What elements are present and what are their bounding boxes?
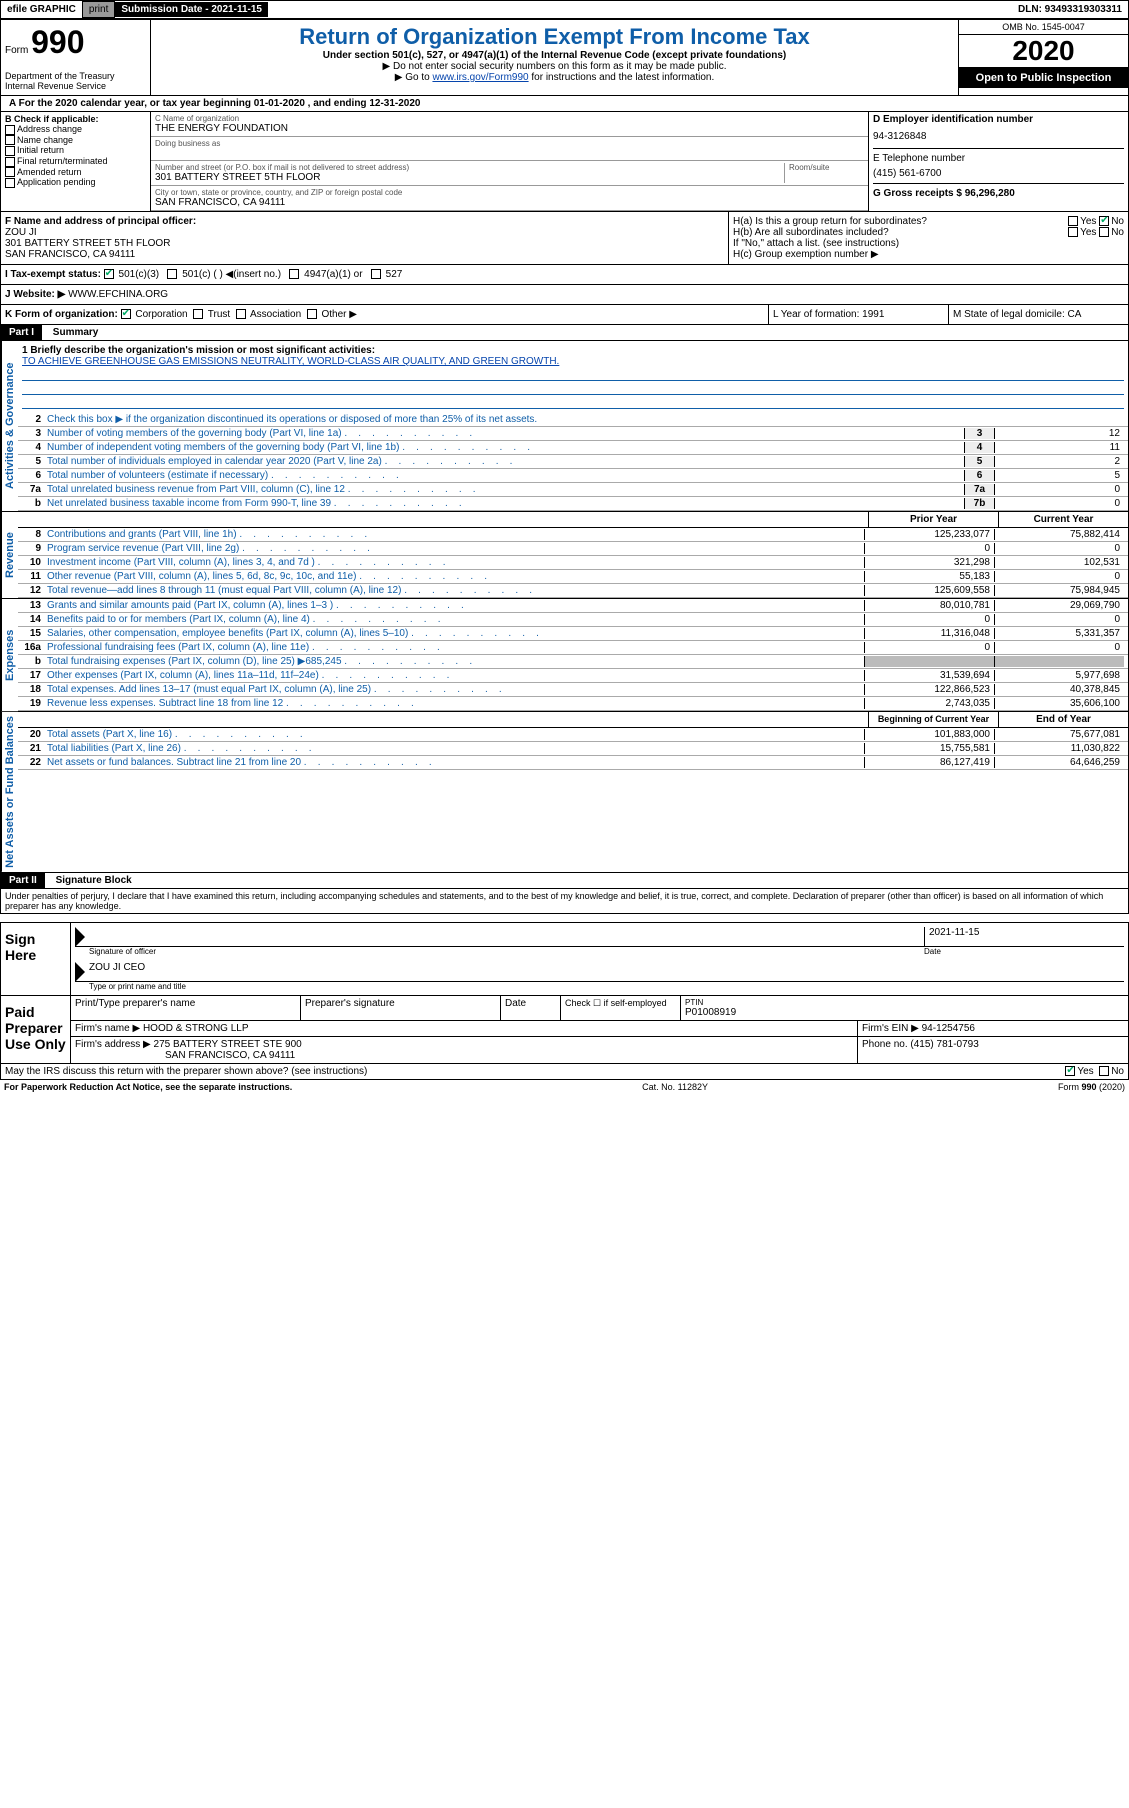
section-a: A For the 2020 calendar year, or tax yea… (0, 96, 1129, 112)
instruction-2: ▶ Go to www.irs.gov/Form990 for instruct… (155, 72, 954, 83)
assets-label: Net Assets or Fund Balances (1, 712, 18, 872)
officer-group-row: F Name and address of principal officer:… (0, 212, 1129, 265)
summary-line: 20Total assets (Part X, line 16)101,883,… (18, 728, 1128, 742)
city-state-zip: SAN FRANCISCO, CA 94111 (155, 197, 864, 208)
summary-line: 15Salaries, other compensation, employee… (18, 627, 1128, 641)
sign-here-block: Sign Here 2021-11-15 Signature of office… (0, 922, 1129, 996)
summary-line: 14Benefits paid to or for members (Part … (18, 613, 1128, 627)
street-address: 301 BATTERY STREET 5TH FLOOR (155, 172, 784, 183)
summary-line: bTotal fundraising expenses (Part IX, co… (18, 655, 1128, 669)
application-pending-checkbox[interactable] (5, 178, 15, 188)
website: WWW.EFCHINA.ORG (68, 289, 168, 300)
sign-date: 2021-11-15 (924, 927, 1124, 946)
expenses-label: Expenses (1, 599, 18, 711)
final-return-checkbox[interactable] (5, 157, 15, 167)
col-b: B Check if applicable: Address change Na… (1, 112, 151, 212)
summary-line: 9Program service revenue (Part VIII, lin… (18, 542, 1128, 556)
expenses-block: Expenses 13Grants and similar amounts pa… (0, 599, 1129, 712)
name-change-checkbox[interactable] (5, 135, 15, 145)
amended-return-checkbox[interactable] (5, 167, 15, 177)
year-formation: L Year of formation: 1991 (768, 305, 948, 325)
main-title: Return of Organization Exempt From Incom… (155, 24, 954, 50)
gross-receipts: G Gross receipts $ 96,296,280 (873, 183, 1124, 199)
firm-phone: (415) 781-0793 (910, 1039, 978, 1050)
submission-date: Submission Date - 2021-11-15 (115, 2, 268, 17)
form-prefix: Form (5, 45, 28, 56)
summary-line: 11Other revenue (Part VIII, column (A), … (18, 570, 1128, 584)
summary-line: 18Total expenses. Add lines 13–17 (must … (18, 683, 1128, 697)
state-domicile: M State of legal domicile: CA (948, 305, 1128, 325)
part-i-header: Part I Summary (0, 325, 1129, 341)
officer-name: ZOU JI (5, 227, 724, 238)
officer-name-title: ZOU JI CEO (89, 962, 145, 981)
col-c: C Name of organization THE ENERGY FOUNDA… (151, 112, 868, 212)
footer: For Paperwork Reduction Act Notice, see … (0, 1080, 1129, 1094)
org-info-row: B Check if applicable: Address change Na… (0, 112, 1129, 212)
form-number: 990 (31, 24, 84, 60)
name-arrow-icon (75, 962, 85, 982)
form-of-org-row: K Form of organization: Corporation Trus… (0, 305, 1129, 325)
summary-line: 5Total number of individuals employed in… (18, 455, 1128, 469)
initial-return-checkbox[interactable] (5, 146, 15, 156)
revenue-label: Revenue (1, 512, 18, 598)
part-ii-header: Part II Signature Block (0, 873, 1129, 889)
activities-label: Activities & Governance (1, 341, 18, 511)
signature-arrow-icon (75, 927, 85, 947)
perjury-statement: Under penalties of perjury, I declare th… (0, 889, 1129, 914)
summary-line: 10Investment income (Part VIII, column (… (18, 556, 1128, 570)
open-inspection: Open to Public Inspection (959, 68, 1128, 88)
paid-preparer-block: Paid Preparer Use Only Print/Type prepar… (0, 996, 1129, 1064)
dln: DLN: 93493319303311 (1012, 2, 1128, 17)
ein: 94-3126848 (873, 125, 1124, 148)
form-header: Form 990 Department of the Treasury Inte… (0, 19, 1129, 96)
summary-line: 12Total revenue—add lines 8 through 11 (… (18, 584, 1128, 598)
discuss-row: May the IRS discuss this return with the… (0, 1064, 1129, 1080)
col-d: D Employer identification number 94-3126… (868, 112, 1128, 212)
summary-line: bNet unrelated business taxable income f… (18, 497, 1128, 511)
mission-statement: TO ACHIEVE GREENHOUSE GAS EMISSIONS NEUT… (22, 356, 1124, 367)
tax-year: 2020 (959, 35, 1128, 68)
omb-number: OMB No. 1545-0047 (959, 20, 1128, 35)
summary-line: 6Total number of volunteers (estimate if… (18, 469, 1128, 483)
summary-line: 7aTotal unrelated business revenue from … (18, 483, 1128, 497)
firm-address-2: SAN FRANCISCO, CA 94111 (75, 1050, 853, 1061)
top-bar: efile GRAPHIC print Submission Date - 20… (0, 0, 1129, 19)
501c3-checkbox[interactable] (104, 269, 114, 279)
summary-line: 3Number of voting members of the governi… (18, 427, 1128, 441)
col-h: H(a) Is this a group return for subordin… (728, 212, 1128, 265)
summary-line: 16aProfessional fundraising fees (Part I… (18, 641, 1128, 655)
website-row: J Website: ▶ WWW.EFCHINA.ORG (0, 285, 1129, 305)
discuss-yes-checkbox[interactable] (1065, 1066, 1075, 1076)
ptin: P01008919 (685, 1007, 1124, 1018)
corporation-checkbox[interactable] (121, 309, 131, 319)
telephone: (415) 561-6700 (873, 164, 1124, 183)
subtitle: Under section 501(c), 527, or 4947(a)(1)… (155, 50, 954, 61)
firm-ein: 94-1254756 (922, 1023, 975, 1034)
tax-exempt-row: I Tax-exempt status: 501(c)(3) 501(c) ( … (0, 265, 1129, 285)
org-name: THE ENERGY FOUNDATION (155, 123, 864, 134)
instruction-1: ▶ Do not enter social security numbers o… (155, 61, 954, 72)
summary-line: 19Revenue less expenses. Subtract line 1… (18, 697, 1128, 711)
department: Department of the Treasury Internal Reve… (5, 71, 146, 91)
summary-line: 8Contributions and grants (Part VIII, li… (18, 528, 1128, 542)
efile-label: efile GRAPHIC (1, 2, 82, 17)
summary-line: 21Total liabilities (Part X, line 26)15,… (18, 742, 1128, 756)
summary-line: 13Grants and similar amounts paid (Part … (18, 599, 1128, 613)
discuss-no-checkbox[interactable] (1099, 1066, 1109, 1076)
irs-link[interactable]: www.irs.gov/Form990 (432, 72, 528, 83)
summary-line: 22Net assets or fund balances. Subtract … (18, 756, 1128, 770)
firm-address-1: 275 BATTERY STREET STE 900 (154, 1039, 302, 1050)
summary-line: 17Other expenses (Part IX, column (A), l… (18, 669, 1128, 683)
revenue-block: Revenue Prior Year Current Year 8Contrib… (0, 512, 1129, 599)
group-return-no[interactable] (1099, 216, 1109, 226)
firm-name: HOOD & STRONG LLP (143, 1023, 249, 1034)
address-change-checkbox[interactable] (5, 125, 15, 135)
print-button[interactable]: print (82, 1, 115, 18)
summary-line: 4Number of independent voting members of… (18, 441, 1128, 455)
activities-governance-block: Activities & Governance 1 Briefly descri… (0, 341, 1129, 512)
assets-block: Net Assets or Fund Balances Beginning of… (0, 712, 1129, 873)
